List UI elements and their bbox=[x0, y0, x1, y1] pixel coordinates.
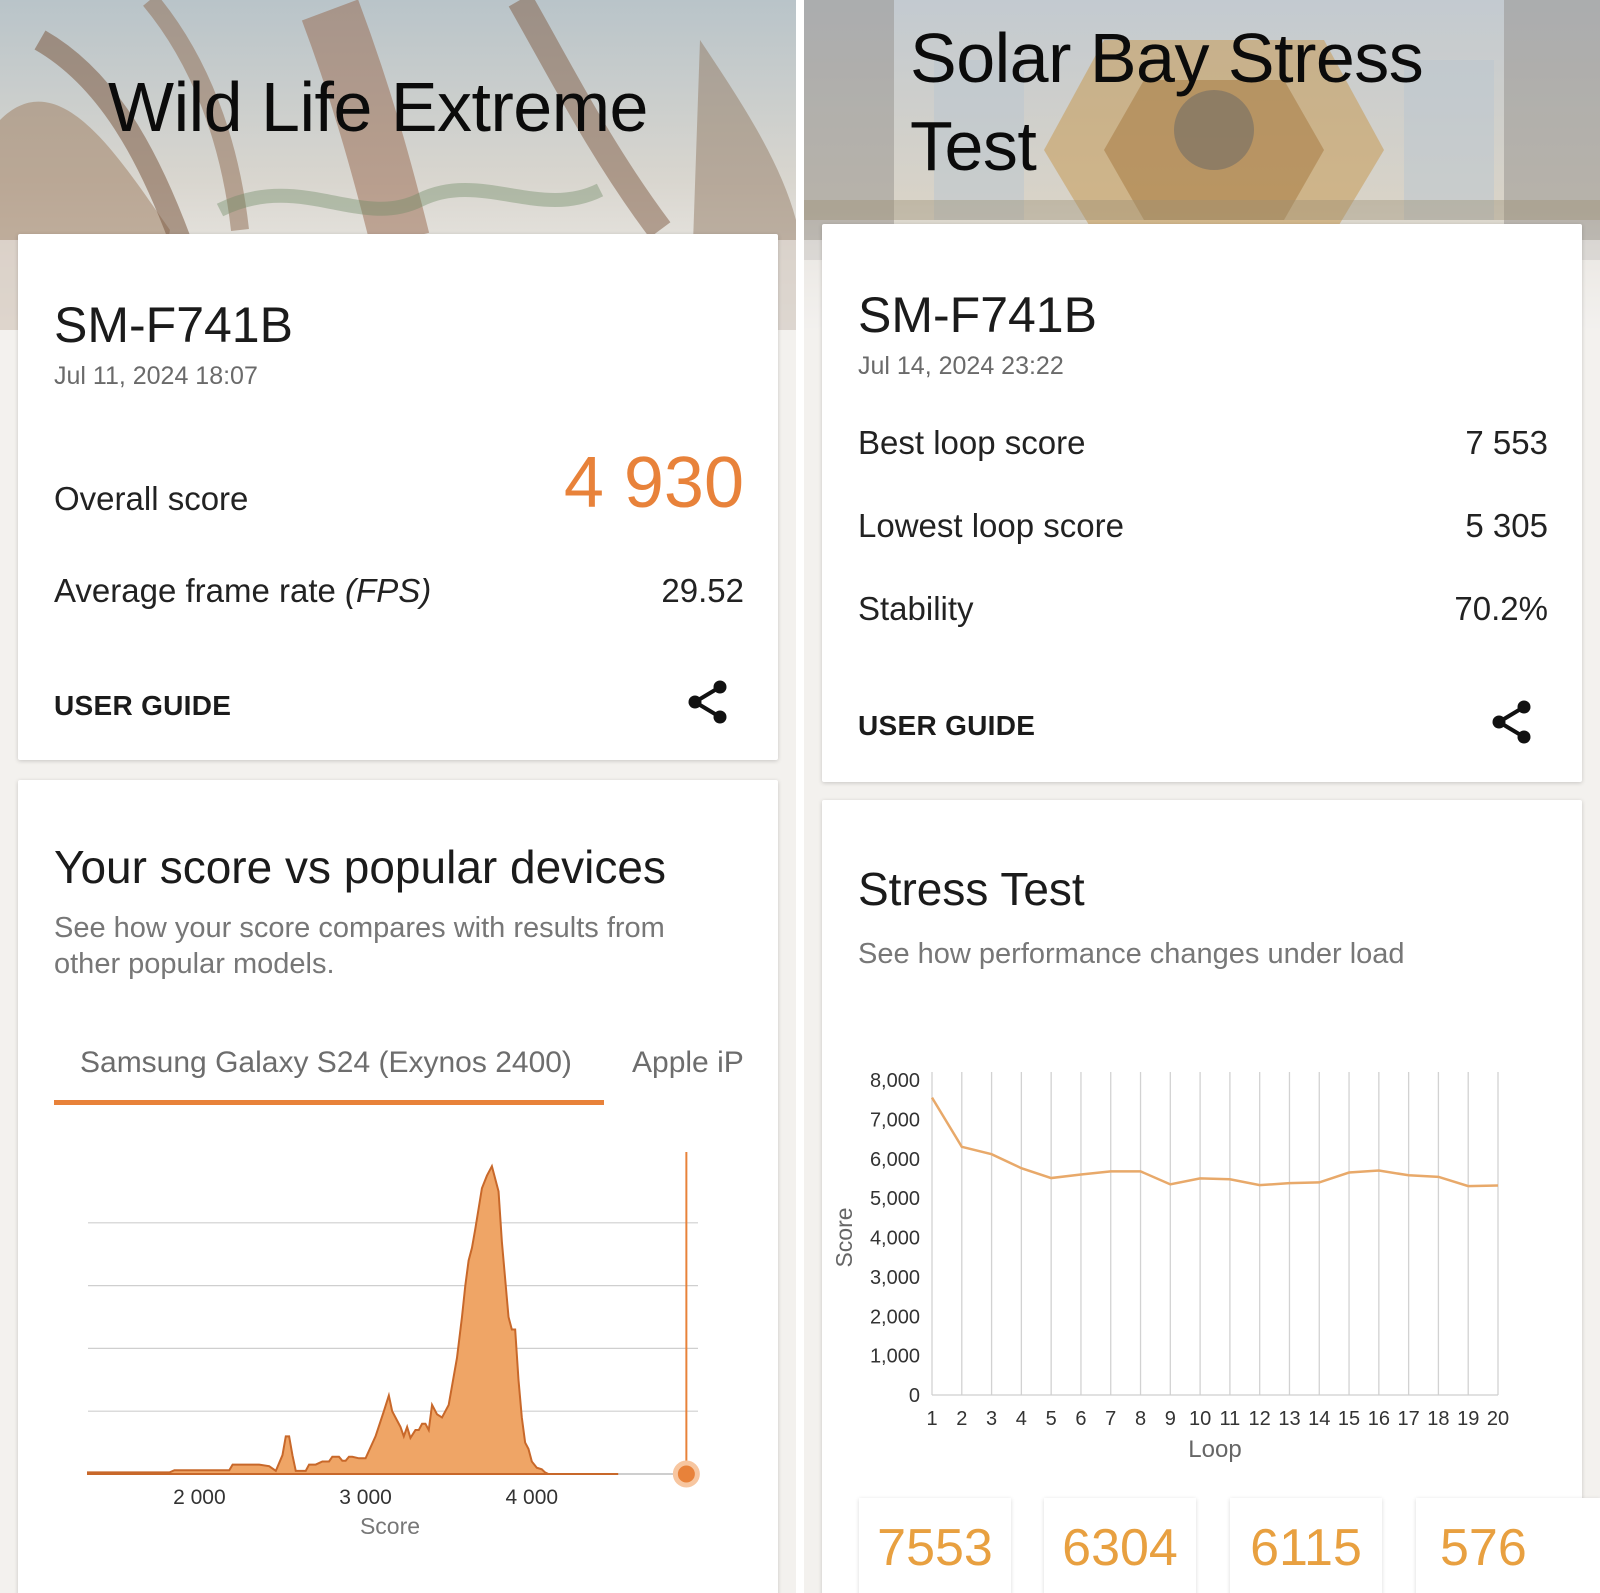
user-guide-link[interactable]: USER GUIDE bbox=[858, 710, 1036, 741]
line-chart-y-tick-label: 1,000 bbox=[870, 1346, 920, 1368]
line-chart-gridlines bbox=[931, 1072, 1499, 1396]
line-chart-x-tick-label: 20 bbox=[1487, 1408, 1509, 1430]
loop-score-value: 576 bbox=[1440, 1519, 1527, 1577]
line-chart-x-tick-label: 7 bbox=[1105, 1408, 1116, 1430]
line-chart-y-tick-label: 7,000 bbox=[870, 1109, 920, 1131]
stress-test-title: Stress Test bbox=[858, 863, 1085, 915]
histogram-x-tick-label: 3 000 bbox=[339, 1486, 392, 1509]
overall-score-value: 4 930 bbox=[563, 443, 744, 523]
line-chart-y-tick-label: 6,000 bbox=[870, 1149, 920, 1171]
histogram-x-ticks: 2 000 3 000 4 000 bbox=[173, 1486, 558, 1509]
best-loop-score-label: Best loop score bbox=[858, 424, 1086, 461]
line-chart-x-tick-label: 16 bbox=[1368, 1408, 1390, 1430]
result-date: Jul 11, 2024 18:07 bbox=[54, 362, 258, 390]
loop-score-tile: 576 bbox=[1416, 1498, 1600, 1593]
line-chart-x-tick-label: 4 bbox=[1016, 1408, 1027, 1430]
benchmark-title: Solar Bay Stress Test bbox=[910, 19, 1424, 185]
line-chart-x-tick-label: 3 bbox=[986, 1408, 997, 1430]
panel-divider bbox=[796, 0, 804, 1593]
line-chart-y-tick-label: 4,000 bbox=[870, 1228, 920, 1250]
loop-score-tile: 6304 bbox=[1044, 1498, 1196, 1593]
loop-score-series-line bbox=[930, 1096, 1499, 1188]
line-chart-x-tick-label: 8 bbox=[1135, 1408, 1146, 1430]
overall-score-label: Overall score bbox=[54, 480, 249, 517]
solar-bay-stress-panel: Solar Bay Stress Test SM-F741B Jul 14, 2… bbox=[804, 0, 1600, 1593]
line-chart-x-tick-label: 12 bbox=[1249, 1408, 1271, 1430]
compare-title: Your score vs popular devices bbox=[54, 841, 666, 893]
benchmark-title: Wild Life Extreme bbox=[108, 68, 648, 146]
line-chart-x-tick-label: 6 bbox=[1075, 1408, 1086, 1430]
fps-label-text: Average frame rate bbox=[54, 572, 346, 609]
result-date: Jul 14, 2024 23:22 bbox=[858, 352, 1064, 380]
device-name: SM-F741B bbox=[858, 287, 1097, 343]
stress-test-card: Stress Test See how performance changes … bbox=[822, 800, 1582, 1593]
lowest-loop-score-label: Lowest loop score bbox=[858, 507, 1124, 544]
stress-test-description: See how performance changes under load bbox=[858, 938, 1405, 970]
line-chart-y-tick-label: 3,000 bbox=[870, 1267, 920, 1289]
stress-test-line-chart: 0 1,000 2,000 3,000 4,000 5,000 6,000 7,000 8,00… bbox=[831, 1070, 1509, 1463]
line-chart-x-tick-label: 14 bbox=[1308, 1408, 1330, 1430]
tab-apple-iphone[interactable]: Apple iP bbox=[632, 1046, 744, 1079]
fps-label: Average frame rate (FPS) bbox=[54, 572, 431, 610]
compare-card: Your score vs popular devices See how yo… bbox=[18, 780, 778, 1593]
best-loop-score-value: 7 553 bbox=[1465, 424, 1548, 461]
line-chart-x-ticks: 1 2 3 4 5 6 7 8 9 10 11 12 13 14 15 16 17 18 19 20 bbox=[926, 1408, 1509, 1430]
line-chart-x-tick-label: 17 bbox=[1398, 1408, 1420, 1430]
user-guide-link[interactable]: USER GUIDE bbox=[54, 690, 232, 721]
line-chart-x-tick-label: 10 bbox=[1189, 1408, 1211, 1430]
fps-unit: (FPS) bbox=[345, 572, 432, 609]
tab-samsung-galaxy-s24[interactable]: Samsung Galaxy S24 (Exynos 2400) bbox=[80, 1046, 572, 1079]
your-score-marker-dot bbox=[672, 1460, 700, 1488]
share-icon[interactable] bbox=[684, 678, 732, 726]
histogram-x-tick-label: 2 000 bbox=[173, 1486, 226, 1509]
lowest-loop-score-value: 5 305 bbox=[1465, 507, 1548, 544]
score-distribution-chart: 2 000 3 000 4 000 Score bbox=[87, 1152, 700, 1539]
loop-score-value: 6304 bbox=[1062, 1519, 1178, 1577]
line-chart-x-tick-label: 18 bbox=[1427, 1408, 1449, 1430]
line-chart-x-tick-label: 5 bbox=[1046, 1408, 1057, 1430]
compare-description: See how your score compares with results… bbox=[54, 912, 665, 980]
line-chart-y-tick-label: 0 bbox=[909, 1385, 920, 1407]
line-chart-x-axis-label: Loop bbox=[1188, 1436, 1241, 1463]
fps-value: 29.52 bbox=[661, 572, 744, 609]
line-chart-x-tick-label: 2 bbox=[956, 1408, 967, 1430]
histogram-x-tick-label: 4 000 bbox=[506, 1486, 559, 1509]
line-chart-x-tick-label: 15 bbox=[1338, 1408, 1360, 1430]
loop-score-tile: 6115 bbox=[1230, 1498, 1382, 1593]
active-tab-indicator bbox=[54, 1100, 604, 1105]
line-chart-y-ticks: 0 1,000 2,000 3,000 4,000 5,000 6,000 7,000 8,00… bbox=[870, 1070, 920, 1407]
result-card: SM-F741B Jul 11, 2024 18:07 Overall scor… bbox=[18, 234, 778, 760]
histogram-x-axis-label: Score bbox=[360, 1513, 420, 1539]
histogram-area bbox=[87, 1163, 619, 1475]
stability-value: 70.2% bbox=[1454, 590, 1548, 627]
device-name: SM-F741B bbox=[54, 297, 293, 353]
line-chart-x-tick-label: 1 bbox=[926, 1408, 937, 1430]
wild-life-extreme-panel: Wild Life Extreme SM-F741B Jul 11, 2024 … bbox=[0, 0, 796, 1593]
share-icon[interactable] bbox=[1488, 698, 1536, 746]
stability-label: Stability bbox=[858, 590, 974, 627]
loop-score-value: 7553 bbox=[877, 1519, 993, 1577]
line-chart-y-tick-label: 5,000 bbox=[870, 1188, 920, 1210]
line-chart-x-tick-label: 11 bbox=[1220, 1408, 1241, 1430]
line-chart-x-tick-label: 13 bbox=[1278, 1408, 1300, 1430]
line-chart-y-tick-label: 8,000 bbox=[870, 1070, 920, 1092]
line-chart-y-axis-label: Score bbox=[831, 1207, 857, 1267]
loop-score-value: 6115 bbox=[1250, 1519, 1362, 1577]
line-chart-x-tick-label: 19 bbox=[1457, 1408, 1479, 1430]
loop-score-tile: 7553 bbox=[859, 1498, 1011, 1593]
result-card: SM-F741B Jul 14, 2024 23:22 Best loop sc… bbox=[822, 224, 1582, 782]
line-chart-y-tick-label: 2,000 bbox=[870, 1306, 920, 1328]
line-chart-x-tick-label: 9 bbox=[1165, 1408, 1176, 1430]
